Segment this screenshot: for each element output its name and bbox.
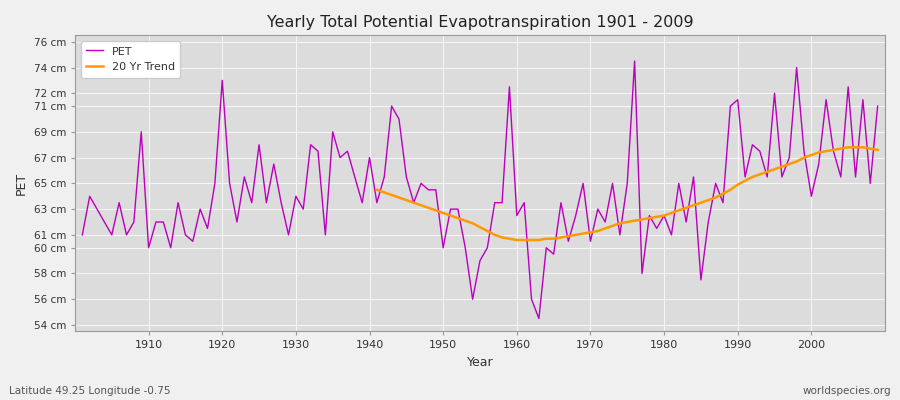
- Line: PET: PET: [82, 61, 878, 318]
- PET: [136, 130, 147, 134]
- Legend: PET, 20 Yr Trend: PET, 20 Yr Trend: [80, 41, 180, 78]
- 20 Yr Trend: [761, 169, 772, 174]
- 20 Yr Trend: [467, 221, 478, 226]
- PET: [608, 181, 618, 186]
- 20 Yr Trend: [865, 146, 876, 151]
- PET: [511, 213, 522, 218]
- 20 Yr Trend: [409, 200, 419, 205]
- 20 Yr Trend: [511, 238, 522, 242]
- Text: Latitude 49.25 Longitude -0.75: Latitude 49.25 Longitude -0.75: [9, 386, 170, 396]
- PET: [629, 59, 640, 64]
- Y-axis label: PET: PET: [15, 172, 28, 195]
- 20 Yr Trend: [372, 188, 382, 192]
- PET: [342, 149, 353, 154]
- Title: Yearly Total Potential Evapotranspiration 1901 - 2009: Yearly Total Potential Evapotranspiratio…: [266, 15, 693, 30]
- 20 Yr Trend: [666, 210, 677, 215]
- 20 Yr Trend: [453, 216, 464, 220]
- PET: [298, 207, 309, 212]
- 20 Yr Trend: [872, 148, 883, 152]
- PET: [504, 84, 515, 89]
- X-axis label: Year: Year: [467, 356, 493, 369]
- Text: worldspecies.org: worldspecies.org: [803, 386, 891, 396]
- Line: 20 Yr Trend: 20 Yr Trend: [377, 147, 878, 240]
- PET: [872, 104, 883, 108]
- PET: [534, 316, 544, 321]
- PET: [76, 232, 87, 237]
- 20 Yr Trend: [842, 145, 853, 150]
